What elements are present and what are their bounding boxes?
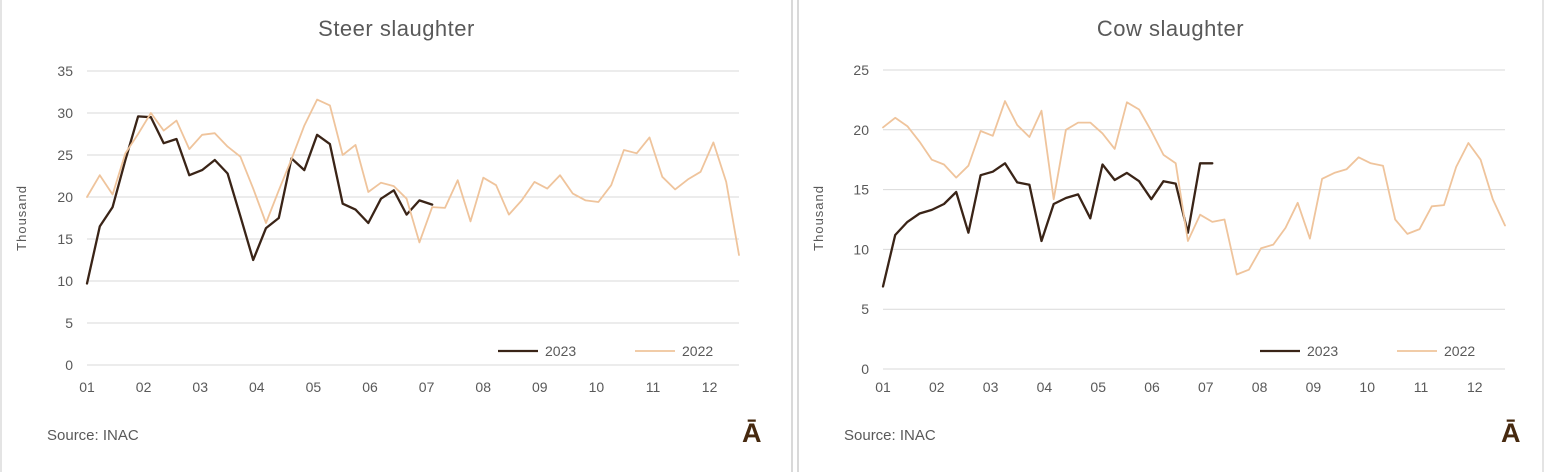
legend-label-2022: 2022 [1444,343,1475,359]
y-tick-label: 35 [57,63,73,79]
x-tick-label: 08 [1252,379,1268,395]
steer-chart-panel: 0 5 10 15 20 25 30 35 01 02 03 04 05 06 07 08 09 10 11 12 20… [0,0,793,472]
legend-label-2022: 2022 [682,343,713,359]
y-tick-label: 25 [853,62,869,78]
chart-title: Steer slaughter [318,16,475,41]
x-tick-label: 10 [1359,379,1375,395]
x-tick-label: 11 [1414,379,1429,395]
y-tick-label: 5 [861,301,869,317]
y-axis-title: Thousand [13,185,29,251]
x-tick-label: 09 [532,379,548,395]
y-tick-label: 15 [853,182,869,198]
x-tick-label: 03 [192,379,208,395]
y-tick-label: 0 [65,357,73,373]
y-tick-label: 5 [65,315,73,331]
cow-chart-panel: 0 5 10 15 20 25 01 02 03 04 05 06 07 08 09 10 11 12 2023 20… [797,0,1544,472]
x-tick-label: 02 [929,379,945,395]
x-tick-label: 12 [702,379,718,395]
x-tick-label: 04 [1037,379,1053,395]
y-tick-label: 25 [57,147,73,163]
y-axis-title: Thousand [810,185,826,251]
legend-label-2023: 2023 [545,343,576,359]
x-tick-label: 03 [983,379,999,395]
y-axis-title-wrap: Thousand [8,128,34,308]
x-tick-label: 05 [306,379,322,395]
source-note: Source: INAC [47,427,139,444]
x-tick-label: 07 [1198,379,1214,395]
logo-glyph: Ā [742,418,762,448]
series-line-2022 [86,98,740,256]
source-note: Source: INAC [844,427,936,444]
logo-glyph: Ā [1501,418,1521,448]
y-tick-label: 20 [57,189,73,205]
x-tick-label: 01 [79,379,95,395]
x-tick-label: 02 [136,379,152,395]
x-tick-label: 11 [646,379,661,395]
y-tick-label: 10 [853,241,869,257]
x-tick-label: 12 [1467,379,1483,395]
x-tick-label: 06 [1144,379,1160,395]
x-tick-label: 08 [475,379,491,395]
y-axis-title-wrap: Thousand [805,128,831,308]
chart-title: Cow slaughter [1096,16,1245,41]
x-tick-label: 10 [589,379,605,395]
x-tick-label: 04 [249,379,265,395]
y-tick-label: 10 [57,273,73,289]
x-tick-label: 05 [1090,379,1106,395]
legend-label-2023: 2023 [1307,343,1338,359]
x-tick-label: 06 [362,379,378,395]
x-tick-label: 09 [1306,379,1322,395]
series-line-2022 [882,100,1506,276]
y-tick-label: 15 [57,231,73,247]
x-tick-label: 01 [875,379,891,395]
series-line-2023 [85,115,434,285]
series-line-2023 [881,162,1214,288]
x-tick-label: 07 [419,379,435,395]
y-tick-label: 20 [853,122,869,138]
y-tick-label: 0 [861,361,869,377]
y-tick-label: 30 [57,105,73,121]
